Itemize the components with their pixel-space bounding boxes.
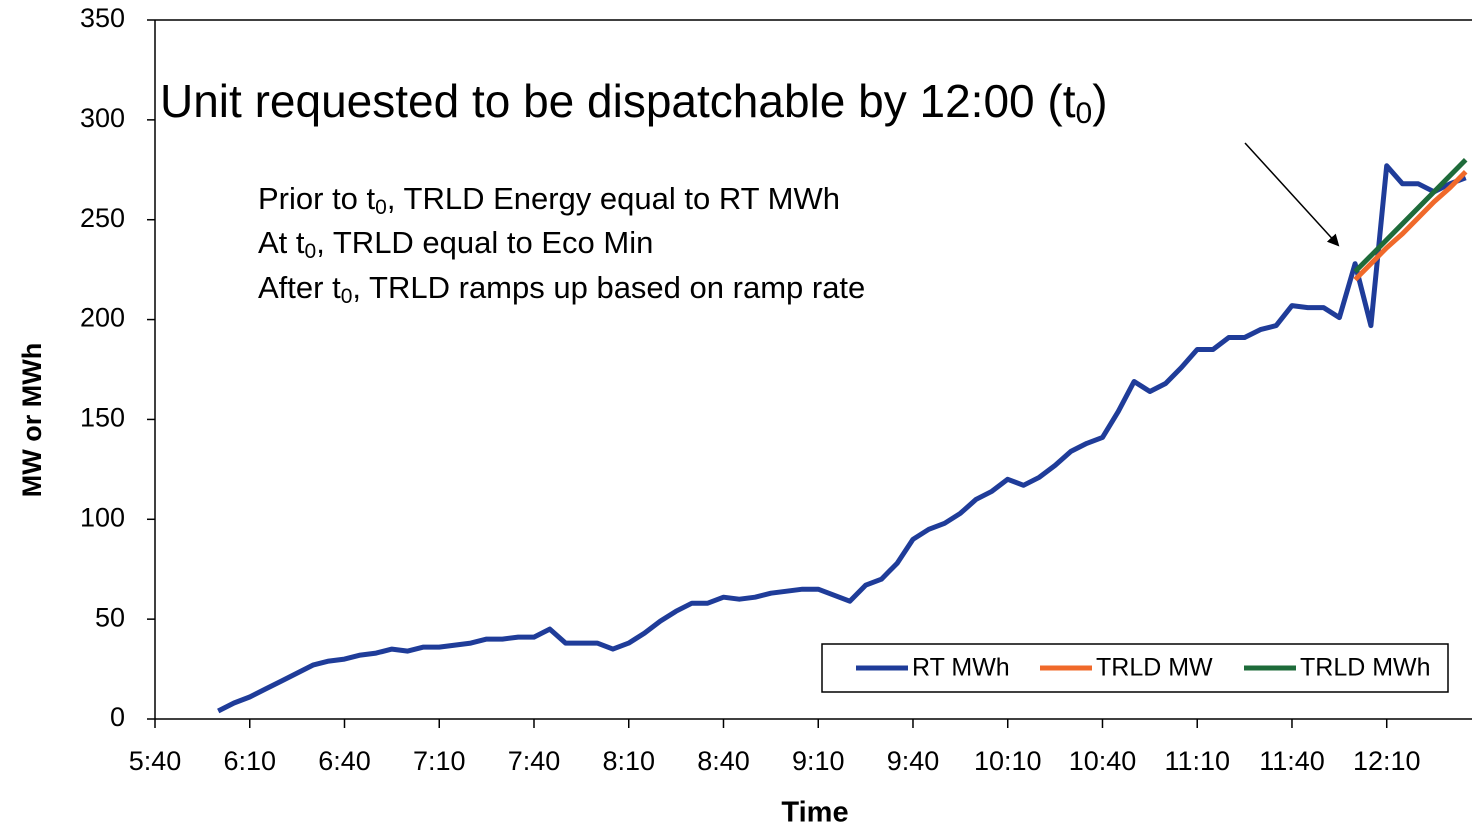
- legend-box: [821, 643, 1449, 693]
- annotation-part: Prior to t: [258, 181, 376, 216]
- annotation-part: , TRLD ramps up based on ramp rate: [352, 270, 865, 305]
- x-tick-label: 9:10: [792, 746, 845, 776]
- x-tick-label: 11:10: [1164, 746, 1230, 776]
- y-tick-label: 0: [110, 702, 125, 732]
- y-tick-label: 350: [80, 3, 125, 33]
- y-axis-label: MW or MWh: [17, 343, 47, 497]
- series-line: [217, 163, 1467, 714]
- annotation-part: , TRLD equal to Eco Min: [316, 225, 653, 260]
- x-tick-label: 5:40: [129, 746, 182, 776]
- legend-label: TRLD MW: [1096, 654, 1213, 682]
- y-tick-label: 150: [80, 403, 125, 433]
- series-line: [1353, 170, 1468, 282]
- x-tick-label: 6:40: [318, 746, 371, 776]
- y-tick-label: 100: [80, 502, 125, 532]
- x-tick-label: 9:40: [887, 746, 940, 776]
- annotation-part: 0: [341, 285, 353, 308]
- annotation-part: ): [1092, 75, 1107, 127]
- x-tick-label: 11:40: [1259, 746, 1325, 776]
- x-tick-label: 10:10: [974, 746, 1042, 776]
- x-tick-label: 7:40: [508, 746, 561, 776]
- annotation: Prior to t0, TRLD Energy equal to RT MWh: [258, 181, 840, 218]
- y-tick-label: 250: [80, 203, 125, 233]
- x-tick-label: 10:40: [1069, 746, 1137, 776]
- x-tick-label: 7:10: [413, 746, 466, 776]
- annotation: At t0, TRLD equal to Eco Min: [258, 225, 653, 262]
- legend-label: RT MWh: [912, 654, 1010, 682]
- annotation-part: 0: [1076, 97, 1093, 130]
- annotation-part: 0: [375, 196, 387, 219]
- x-tick-label: 8:10: [602, 746, 655, 776]
- annotation-part: After t: [258, 270, 341, 305]
- annotation-part: At t: [258, 225, 305, 260]
- x-tick-label: 12:10: [1353, 746, 1421, 776]
- y-tick-label: 200: [80, 303, 125, 333]
- y-tick-label: 300: [80, 103, 125, 133]
- annotation-part: 0: [305, 240, 317, 263]
- y-tick-label: 50: [95, 602, 125, 632]
- annotation: After t0, TRLD ramps up based on ramp ra…: [258, 270, 865, 307]
- x-tick-label: 6:10: [223, 746, 276, 776]
- series-line: [1353, 158, 1468, 274]
- legend-label: TRLD MWh: [1300, 654, 1431, 682]
- annotation: Unit requested to be dispatchable by 12:…: [160, 75, 1108, 130]
- x-tick-label: 8:40: [697, 746, 750, 776]
- arrow: [1244, 142, 1340, 247]
- annotation-part: Unit requested to be dispatchable by 12:…: [160, 75, 1076, 127]
- annotation-part: , TRLD Energy equal to RT MWh: [387, 181, 840, 216]
- x-axis-label: Time: [781, 797, 848, 829]
